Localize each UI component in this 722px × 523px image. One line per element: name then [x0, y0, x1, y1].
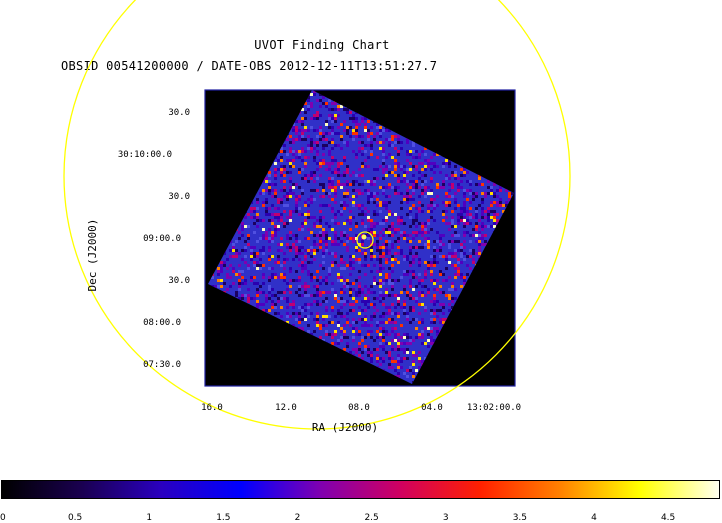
x-tick-label: 16.0 [201, 403, 223, 413]
colorbar-tick-label: 2 [294, 513, 301, 523]
chart-subtitle: OBSID 00541200000 / DATE-OBS 2012-12-11T… [61, 59, 438, 73]
colorbar [1, 480, 720, 499]
colorbar-tick-label: 3.5 [512, 513, 528, 523]
y-axis-label: Dec (J2000) [86, 219, 99, 292]
colorbar-tick-label: 1 [146, 513, 153, 523]
y-tick-label: 30.0 [168, 108, 190, 118]
colorbar-tick-label: 0.5 [67, 513, 83, 523]
y-tick-label: 30.0 [168, 192, 190, 202]
y-tick-label: 09:00.0 [143, 234, 181, 244]
colorbar-tick-label: 4 [591, 513, 597, 523]
colorbar-tick-label: 3 [442, 513, 449, 523]
field-of-view-circle [63, 0, 571, 430]
y-tick-label: 07:30.0 [143, 360, 181, 370]
y-tick-label: 30:10:00.0 [118, 150, 172, 160]
colorbar-tick-label: 1.5 [216, 513, 231, 523]
image-frame [204, 89, 516, 387]
colorbar-tick-label: 2.5 [364, 513, 379, 523]
colorbar-tick-label: 0 [0, 513, 6, 523]
x-axis-label: RA (J2000) [312, 421, 378, 434]
x-tick-label: 13:02:00.0 [467, 403, 521, 413]
colorbar-tick-label: 4.5 [660, 513, 676, 523]
x-tick-label: 04.0 [421, 403, 443, 413]
target-source [361, 234, 367, 240]
x-tick-label: 08.0 [348, 403, 370, 413]
y-tick-label: 08:00.0 [143, 318, 181, 328]
target-marker [356, 231, 374, 249]
y-tick-label: 30.0 [168, 276, 190, 286]
chart-title: UVOT Finding Chart [254, 38, 390, 52]
x-tick-label: 12.0 [275, 403, 297, 413]
